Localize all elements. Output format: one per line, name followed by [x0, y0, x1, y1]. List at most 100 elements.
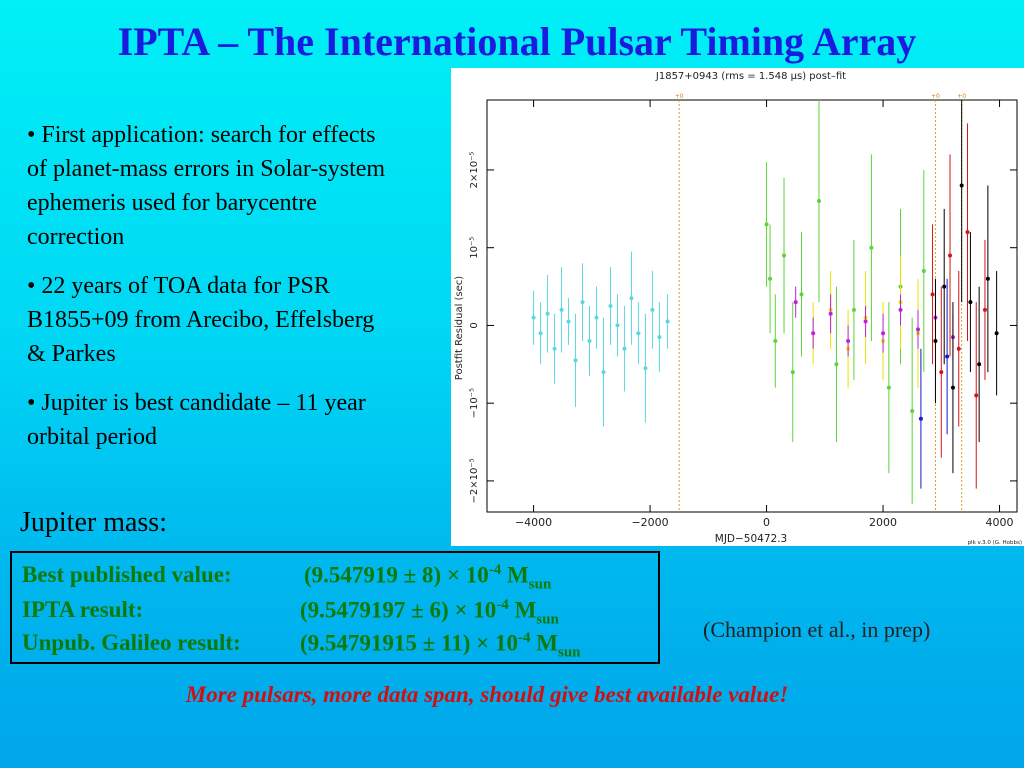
data-point: [863, 319, 868, 324]
data-point: [657, 335, 662, 340]
data-point: [608, 304, 613, 308]
y-tick-label: −2×10⁻⁵: [469, 458, 480, 503]
data-point: [622, 346, 627, 351]
result-value: (9.54791915 ± 11) × 10-4 Msun: [300, 630, 581, 661]
data-point: [982, 307, 987, 312]
data-point: [968, 300, 973, 305]
data-point: [643, 366, 648, 371]
data-point: [545, 311, 550, 316]
data-point: [942, 284, 947, 289]
data-point: [793, 300, 798, 305]
data-point: [869, 245, 874, 250]
data-point: [985, 276, 990, 281]
data-point: [764, 222, 769, 227]
data-point: [851, 307, 856, 312]
data-point: [615, 323, 620, 328]
y-tick-label: −10⁻⁵: [469, 388, 480, 418]
data-series: [930, 123, 987, 489]
data-point: [910, 408, 915, 413]
data-point: [886, 385, 891, 390]
data-point: [811, 331, 816, 336]
data-point: [959, 183, 964, 188]
data-point: [790, 370, 795, 375]
y-axis-label: Postfit Residual (sec): [454, 276, 465, 380]
citation: (Champion et al., in prep): [703, 617, 931, 642]
data-series: [793, 286, 955, 361]
data-point: [834, 362, 839, 367]
plot-frame: [486, 99, 1018, 513]
result-label: Best published value:: [22, 562, 232, 587]
y-tick-label: 2×10⁻⁵: [469, 152, 480, 189]
result-galileo: Unpub. Galileo result: (9.54791915 ± 11)…: [22, 630, 581, 660]
result-label: Unpub. Galileo result:: [22, 630, 241, 655]
x-tick-label: 4000: [986, 516, 1014, 529]
bullet-list: • First application: search for effects …: [27, 118, 397, 469]
x-tick-label: −4000: [515, 516, 552, 529]
residual-chart: +0 +0 +0 −4000 −2000 0 2000 4000 −2×10⁻⁵ −10⁻⁵ 0 1…: [454, 71, 1022, 546]
data-point: [531, 315, 536, 320]
data-point: [933, 338, 938, 343]
residual-plot: +0 +0 +0 −4000 −2000 0 2000 4000 −2×10⁻⁵ −10⁻⁵ 0 1…: [451, 68, 1024, 546]
results-box: Best published value: (9.547919 ± 8) × 1…: [10, 551, 660, 664]
data-point: [573, 358, 578, 363]
data-point: [945, 354, 950, 359]
data-point: [538, 331, 543, 336]
offset-marker-label: +0: [931, 93, 940, 100]
result-value: (9.547919 ± 8) × 10-4 Msun: [304, 562, 552, 593]
data-point: [580, 300, 585, 305]
data-point: [594, 315, 599, 320]
data-point: [965, 230, 970, 235]
bullet-item: • First application: search for effects …: [27, 122, 386, 250]
data-point: [881, 331, 886, 336]
data-point: [974, 393, 979, 398]
data-point: [930, 292, 935, 297]
data-point: [994, 331, 999, 336]
data-point: [977, 362, 982, 367]
data-series: [918, 278, 950, 489]
data-series: [531, 251, 670, 427]
data-point: [956, 346, 961, 351]
result-label: IPTA result:: [22, 597, 144, 622]
y-tick-label: 10⁻⁵: [469, 237, 480, 259]
bullet-item: • 22 years of TOA data for PSR B1855+09 …: [27, 273, 375, 367]
data-point: [566, 319, 571, 324]
data-point: [559, 307, 564, 312]
offset-marker-label: +0: [675, 93, 684, 100]
data-point: [587, 338, 592, 343]
data-point: [950, 385, 955, 390]
plot-footer-note: plk v.3.0 (G. Hobbs): [968, 540, 1022, 546]
data-point: [601, 370, 606, 375]
result-value: (9.5479197 ± 6) × 10-4 Msun: [300, 597, 559, 628]
data-point: [782, 253, 787, 258]
y-tick-label: 0: [469, 322, 480, 328]
result-ipta: IPTA result: (9.5479197 ± 6) × 10-4 Msun: [22, 597, 559, 627]
result-best-published: Best published value: (9.547919 ± 8) × 1…: [22, 562, 551, 592]
jupiter-mass-label: Jupiter mass:: [20, 507, 167, 538]
data-point: [636, 331, 641, 336]
data-point: [799, 292, 804, 297]
data-point: [921, 269, 926, 274]
data-point: [629, 296, 634, 301]
data-point: [948, 253, 953, 258]
data-point: [828, 311, 833, 316]
data-series: [933, 100, 999, 474]
bullet-item: • Jupiter is best candidate – 11 year or…: [27, 390, 366, 450]
data-point: [939, 370, 944, 375]
data-point: [665, 319, 670, 324]
data-point: [898, 307, 903, 312]
data-point: [552, 346, 557, 351]
x-tick-label: −2000: [631, 516, 668, 529]
x-tick-label: 2000: [869, 516, 897, 529]
data-series: [764, 100, 926, 505]
slide-title: IPTA – The International Pulsar Timing A…: [117, 19, 917, 64]
x-tick-label: 0: [763, 516, 770, 529]
data-point: [915, 327, 920, 332]
data-point: [816, 199, 821, 204]
data-point: [650, 307, 655, 312]
chart-title: J1857+0943 (rms = 1.548 μs) post–fit: [655, 71, 846, 82]
data-point: [773, 338, 778, 343]
data-point: [768, 276, 773, 281]
data-point: [918, 416, 923, 421]
data-point: [846, 338, 851, 343]
offset-marker-label: +0: [957, 93, 966, 100]
